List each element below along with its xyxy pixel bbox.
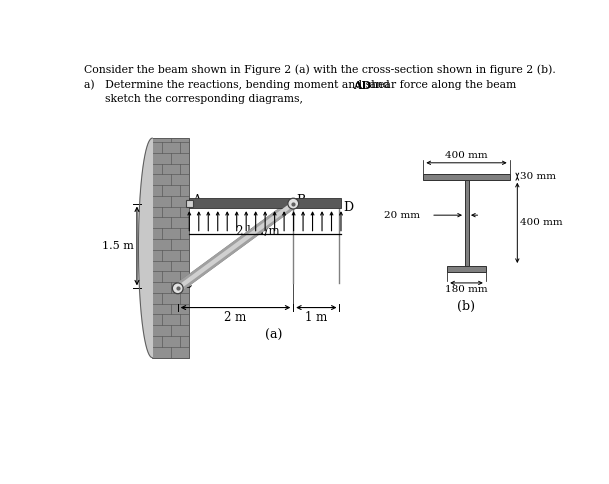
Text: B: B [297,195,306,207]
Text: 400 mm: 400 mm [445,151,488,161]
Text: AD: AD [353,80,371,91]
Bar [189,198,341,208]
Text: (a): (a) [266,329,283,342]
Bar [465,180,469,266]
Text: 400 mm: 400 mm [521,218,563,227]
Text: Consider the beam shown in Figure 2 (a) with the cross-section shown in figure 2: Consider the beam shown in Figure 2 (a) … [84,64,555,75]
Polygon shape [138,138,152,358]
Text: a)   Determine the reactions, bending moment and shear force along the beam: a) Determine the reactions, bending mome… [84,80,519,90]
Text: 30 mm: 30 mm [521,172,557,181]
Circle shape [288,198,298,209]
Text: (b): (b) [457,300,476,313]
Text: D: D [343,200,353,213]
Text: C: C [182,277,192,290]
Text: 1 m: 1 m [305,311,328,324]
Text: 1.5 m: 1.5 m [102,241,134,251]
Text: 180 mm: 180 mm [445,285,488,294]
Text: 2 kN/m: 2 kN/m [236,225,280,238]
Text: A: A [192,195,202,207]
Text: 20 mm: 20 mm [384,211,420,220]
Bar [152,138,189,358]
Bar [447,266,486,272]
Text: 2 m: 2 m [224,311,247,324]
Bar [186,200,193,207]
Text: sketch the corresponding diagrams,: sketch the corresponding diagrams, [84,93,303,104]
Bar [423,174,510,180]
Text: and: and [365,80,389,90]
Circle shape [172,283,183,294]
